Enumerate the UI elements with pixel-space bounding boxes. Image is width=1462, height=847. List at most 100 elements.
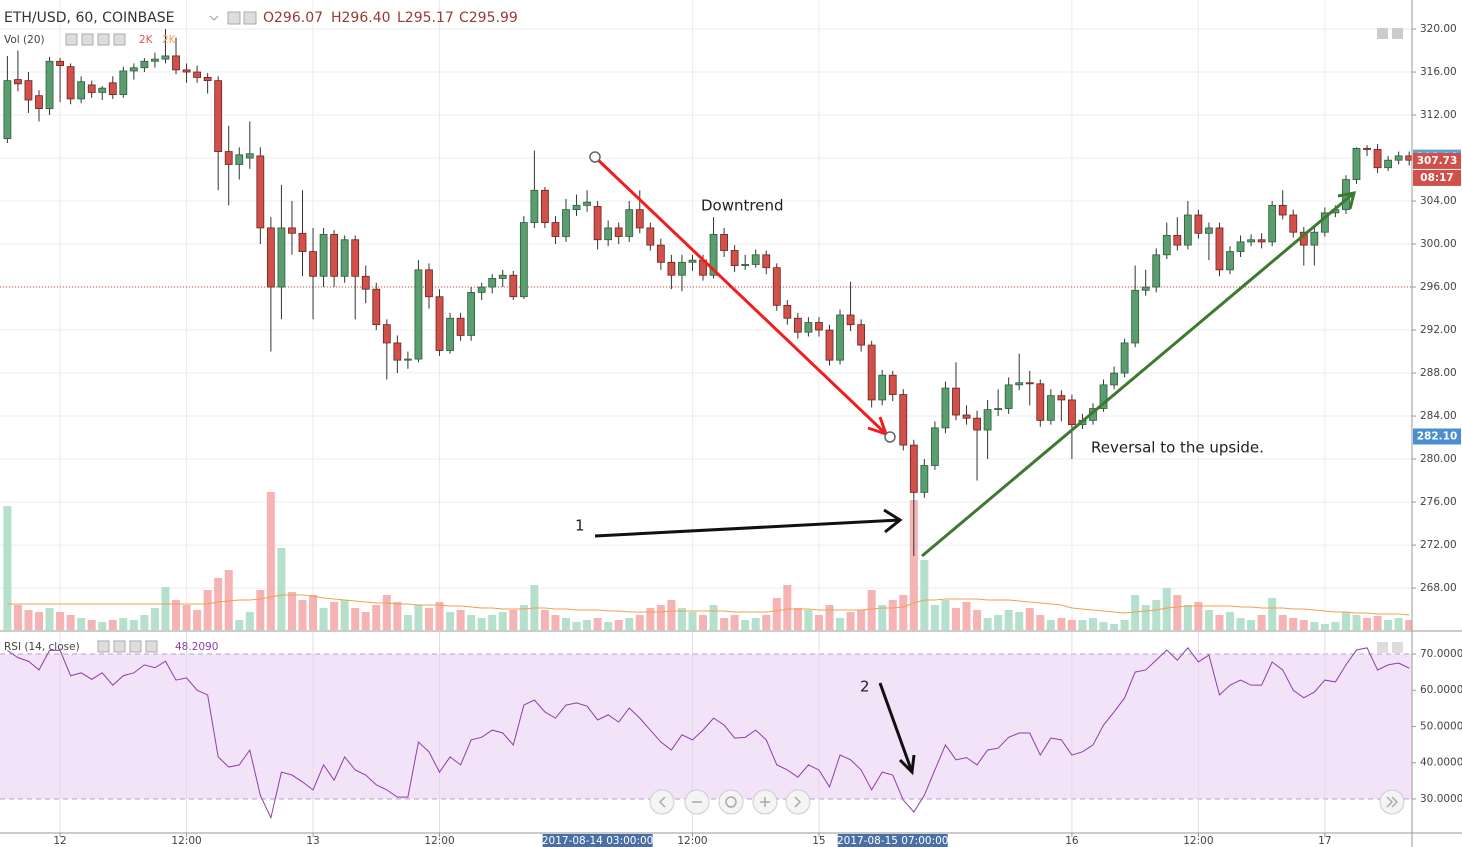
volume-bar	[1373, 616, 1382, 630]
volume-bar	[783, 585, 792, 630]
volume-bar	[1204, 610, 1213, 630]
volume-bar	[583, 620, 592, 630]
anchor[interactable]	[589, 151, 601, 163]
candle-body	[161, 55, 170, 60]
candle-body	[888, 374, 897, 395]
volume-bar	[1088, 618, 1097, 630]
downtrend-arrow[interactable]	[593, 155, 888, 436]
pane-button[interactable]	[1377, 28, 1388, 39]
candle-body	[656, 244, 665, 263]
candle-body	[1352, 147, 1361, 180]
candle-body	[1236, 241, 1245, 252]
scroll-right-button[interactable]	[785, 789, 811, 815]
volume-bar	[161, 587, 170, 630]
candle-body	[361, 275, 370, 290]
candle-body	[203, 77, 212, 82]
icon[interactable]	[97, 640, 110, 653]
candle-body	[140, 60, 149, 69]
candle-body	[804, 322, 813, 333]
icon[interactable]	[113, 33, 126, 46]
candle-body	[930, 427, 939, 466]
candle-body	[625, 209, 634, 237]
candle-body	[962, 414, 971, 419]
y-tick-label: 296.00	[1420, 281, 1457, 293]
volume-bar	[604, 622, 613, 630]
reset-button[interactable]	[718, 789, 744, 815]
pane-button[interactable]	[1392, 28, 1403, 39]
arrow-1[interactable]	[594, 518, 901, 538]
volume-bar	[3, 506, 12, 630]
candle-body	[1162, 235, 1171, 256]
countdown-box	[1413, 169, 1461, 186]
volume-bar	[1015, 612, 1024, 630]
candle-body	[551, 222, 560, 237]
volume-bar	[224, 570, 233, 630]
volume-bar	[287, 592, 296, 630]
candle-body	[319, 233, 328, 277]
icon[interactable]	[65, 33, 78, 46]
candle-body	[604, 227, 613, 241]
x-marker-box	[542, 834, 653, 847]
volume-bar	[836, 618, 845, 630]
candle-body	[414, 269, 423, 360]
arrow-2[interactable]	[878, 682, 914, 773]
volume-bar	[1320, 624, 1329, 630]
volume-bar	[77, 618, 86, 630]
candle-body	[1131, 289, 1140, 344]
candle-body	[772, 267, 781, 306]
candle-body	[983, 409, 992, 431]
volume-bar	[1067, 620, 1076, 630]
y-tick-label: 272.00	[1420, 539, 1457, 551]
candle-body	[488, 278, 497, 288]
x-tick-label: 12	[53, 835, 66, 847]
candle-body	[583, 201, 591, 206]
candle-body	[172, 55, 180, 71]
volume-bar	[930, 605, 939, 630]
candle-body	[1004, 384, 1013, 409]
volume-bar	[245, 612, 254, 630]
candle-body	[920, 465, 929, 493]
candle-body	[1141, 286, 1150, 291]
candle-body	[119, 70, 128, 96]
icon[interactable]	[97, 33, 110, 46]
candle-body	[288, 227, 296, 234]
icon[interactable]	[113, 640, 126, 653]
volume-bar	[899, 595, 908, 630]
volume-bar	[1268, 598, 1277, 630]
candle-body	[1226, 251, 1234, 271]
volume-bar	[119, 618, 128, 630]
candle-body	[1384, 159, 1393, 169]
volume-bar	[56, 612, 65, 630]
volume-bar	[319, 608, 328, 630]
candle-body	[266, 227, 275, 288]
dropdown-icon[interactable]	[209, 15, 219, 21]
volume-bar	[667, 600, 676, 630]
scroll-left-button[interactable]	[649, 789, 675, 815]
candle-body	[720, 233, 728, 251]
icon[interactable]	[145, 640, 158, 653]
hide-icon[interactable]	[243, 11, 257, 25]
volume-bar	[1352, 615, 1361, 630]
volume-bar	[414, 605, 423, 630]
uptrend-arrow[interactable]	[921, 191, 1355, 558]
icon[interactable]	[129, 640, 142, 653]
pane-button[interactable]	[1392, 642, 1403, 653]
pane-button[interactable]	[1377, 642, 1388, 653]
arrow-head	[883, 508, 903, 534]
volume-bar	[772, 598, 781, 630]
volume-bar	[1162, 588, 1171, 630]
y-tick-label: 284.00	[1420, 410, 1457, 422]
volume-bar	[361, 612, 370, 630]
ohlc-open: O296.07	[263, 10, 323, 26]
volume-bar	[941, 600, 950, 630]
volume-bar	[741, 620, 750, 630]
y-tick-label: 320.00	[1420, 23, 1457, 35]
anchor[interactable]	[884, 431, 896, 443]
candle-body	[372, 288, 381, 326]
volume-bar	[140, 615, 149, 630]
candle-body	[1110, 372, 1118, 386]
icon[interactable]	[81, 33, 94, 46]
settings-icon[interactable]	[227, 11, 241, 25]
volume-ma-value: 2K	[162, 34, 177, 46]
